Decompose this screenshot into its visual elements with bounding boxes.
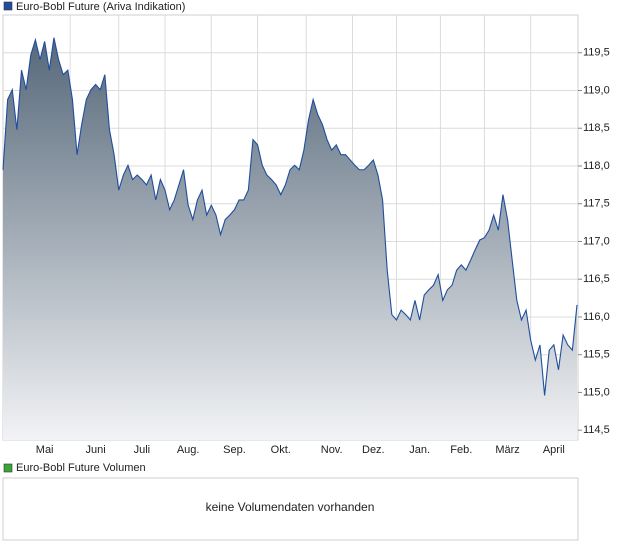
x-tick-label: Okt.: [271, 444, 291, 456]
x-tick-label: Sep.: [223, 444, 246, 456]
x-tick-label: Feb.: [450, 444, 472, 456]
x-tick-label: Jan.: [409, 444, 430, 456]
y-tick-label: 114,5: [583, 424, 610, 436]
y-tick-label: 116,5: [583, 273, 610, 285]
y-tick-label: 119,5: [583, 47, 610, 59]
y-tick-label: 118,5: [583, 122, 610, 134]
price-line: [2, 37, 578, 396]
volume-frame: [2, 477, 579, 541]
volume-message: keine Volumendaten vorhanden: [206, 500, 375, 514]
y-tick-label: 116,0: [583, 311, 610, 323]
legend-swatch: [3, 1, 13, 11]
x-tick-label: Juni: [85, 444, 105, 456]
y-tick-label: 117,5: [583, 198, 610, 210]
x-tick-label: März: [495, 444, 519, 456]
x-tick-label: Juli: [134, 444, 151, 456]
x-tick-label: Dez.: [362, 444, 385, 456]
legend-label: Euro-Bobl Future (Ariva Indikation): [16, 1, 185, 13]
volume-legend-swatch: [3, 463, 13, 473]
volume-legend-label: Euro-Bobl Future Volumen: [16, 462, 146, 474]
area-fill: [3, 37, 577, 441]
y-tick-label: 119,0: [583, 84, 610, 96]
x-tick-label: Aug.: [177, 444, 200, 456]
x-tick-label: Mai: [36, 444, 54, 456]
x-tick-label: Nov.: [321, 444, 343, 456]
y-tick-label: 118,0: [583, 160, 610, 172]
y-tick-label: 115,0: [583, 386, 610, 398]
x-tick-label: April: [543, 444, 565, 456]
y-tick-label: 117,0: [583, 235, 610, 247]
y-tick-label: 115,5: [583, 349, 610, 361]
